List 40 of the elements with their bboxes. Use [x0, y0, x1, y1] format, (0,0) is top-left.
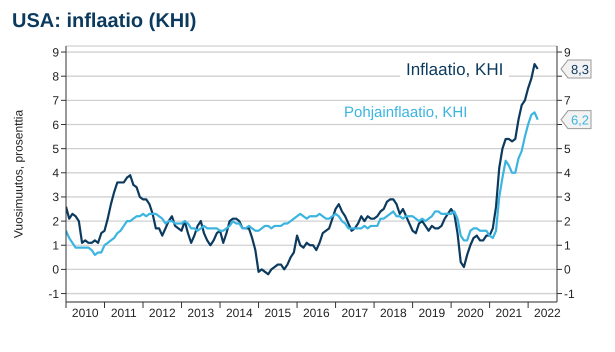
- x-tick-label: 2018: [380, 306, 408, 320]
- text: Pohjainflaatio, KHI: [338, 104, 474, 121]
- y2-tick-label: 7: [564, 94, 571, 108]
- x-tick-label: 2014: [226, 306, 253, 320]
- y-tick-label: 6: [52, 118, 60, 132]
- y-tick-label: 8: [52, 69, 60, 84]
- x-tick-label: 2015: [264, 306, 292, 320]
- chart-title: USA: inflaatio (KHI): [12, 10, 196, 33]
- y2-tick-label: 4: [564, 166, 571, 180]
- y-tick-label: 9: [52, 45, 60, 60]
- x-tick-label: 2013: [187, 306, 214, 320]
- y2-tick-label: 0: [564, 262, 571, 277]
- y2-tick-label: -1: [564, 286, 575, 301]
- annotation: 8,3: [570, 62, 590, 77]
- y-tick-label: 2: [52, 214, 60, 228]
- y2-tick-label: 1: [564, 238, 571, 253]
- y-tick-label: 4: [52, 166, 60, 180]
- y-tick-label: 0: [52, 262, 60, 277]
- line-series: [66, 63, 539, 276]
- y-tick-label: -1: [48, 286, 60, 301]
- y2-tick-label: 3: [564, 190, 571, 204]
- x-tick-label: 2012: [148, 306, 176, 320]
- x-tick-label: 2021: [496, 306, 523, 320]
- series-label: Inflaatio, KHI: [400, 60, 510, 80]
- annotation: 6,2: [570, 112, 590, 128]
- x-tick-label: 2022: [534, 306, 562, 320]
- y-tick-label: 5: [52, 142, 60, 156]
- x-tick-label: 2017: [341, 306, 368, 320]
- x-tick-label: 2019: [418, 306, 446, 320]
- y2-tick-label: 9: [564, 45, 571, 60]
- y-tick-label: 3: [52, 190, 60, 204]
- y-tick-label: 1: [52, 238, 60, 253]
- x-tick-label: 2016: [302, 306, 330, 320]
- y-axis-title: Vuosimuutos, prosenttia: [11, 110, 26, 238]
- x-tick-label: 2020: [457, 306, 484, 320]
- y2-tick-label: 5: [564, 142, 571, 156]
- x-tick-label: 2011: [110, 306, 137, 320]
- y-tick-label: 7: [52, 94, 60, 108]
- y2-tick-label: 2: [564, 214, 571, 228]
- x-tick-label: 2010: [72, 306, 99, 320]
